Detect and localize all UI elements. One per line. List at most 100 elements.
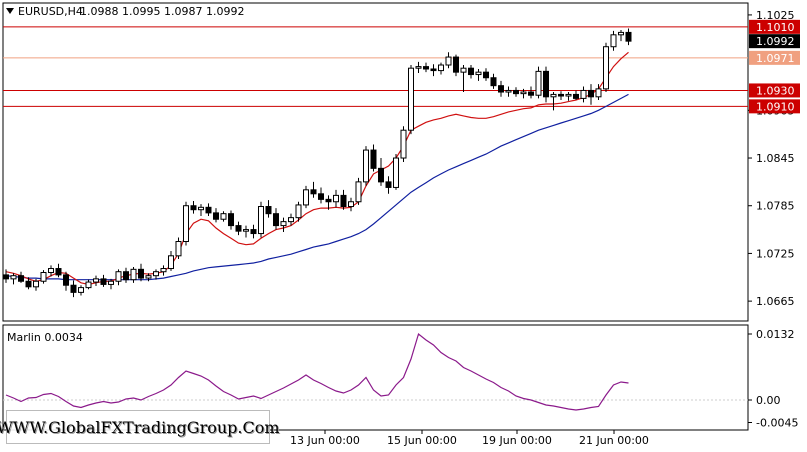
- ohlc-label: 1.0988 1.0995 1.0987 1.0992: [80, 5, 244, 18]
- candle: [280, 217, 287, 232]
- candle: [3, 269, 9, 283]
- candle: [610, 30, 617, 51]
- candle-body: [460, 67, 467, 73]
- candle-body: [333, 194, 339, 203]
- candle: [198, 204, 204, 217]
- candle-body: [610, 34, 617, 48]
- candle: [520, 88, 527, 99]
- candle: [528, 86, 534, 99]
- candle-body: [415, 66, 422, 69]
- time-tick-label: 21 Jun 00:00: [579, 434, 649, 447]
- candle-body: [363, 149, 369, 183]
- candle-body: [183, 205, 189, 243]
- candle-body: [543, 70, 549, 98]
- candle: [625, 28, 632, 46]
- candle: [430, 64, 437, 77]
- candle-body: [70, 284, 77, 293]
- candle: [10, 273, 17, 285]
- candle: [370, 144, 377, 172]
- level-price-tag: [749, 83, 800, 98]
- candle-body: [168, 255, 174, 270]
- candle-body: [408, 67, 414, 131]
- candle-body: [213, 212, 219, 220]
- candle-body: [370, 149, 377, 169]
- candle-body: [565, 93, 572, 97]
- candle: [505, 86, 512, 97]
- candle: [63, 271, 69, 291]
- candle: [235, 221, 242, 236]
- candle: [565, 92, 572, 101]
- candle-body: [198, 206, 204, 211]
- candle-body: [603, 46, 609, 90]
- candle-body: [295, 204, 302, 219]
- candle-body: [588, 89, 594, 98]
- candle: [325, 195, 332, 210]
- candle: [475, 68, 482, 81]
- candle: [460, 65, 467, 93]
- candle-body: [513, 89, 519, 95]
- candle-body: [558, 93, 564, 97]
- candle-body: [153, 271, 159, 277]
- time-tick-label: 13 Jun 00:00: [290, 434, 360, 447]
- candle: [288, 213, 294, 226]
- candle-body: [340, 194, 347, 208]
- candle: [303, 185, 309, 209]
- current-price-tag: [749, 34, 800, 49]
- candle: [408, 65, 414, 135]
- level-price-label: 1.0971: [756, 52, 795, 65]
- candle: [25, 277, 32, 290]
- candle: [93, 275, 99, 287]
- candle: [490, 73, 497, 89]
- candle: [108, 278, 114, 290]
- candle-body: [310, 189, 317, 195]
- candle-body: [85, 281, 92, 289]
- candle-body: [385, 181, 392, 188]
- price-axis: 1.10251.09051.08451.07851.07251.06650.01…: [748, 9, 800, 430]
- candle: [588, 84, 594, 105]
- candle: [175, 237, 182, 259]
- candle: [130, 266, 137, 283]
- candle: [550, 92, 557, 111]
- candle: [468, 65, 474, 79]
- candle-body: [108, 280, 114, 285]
- indicator-tick-label: 0.0132: [756, 328, 795, 341]
- candle-body: [580, 89, 587, 99]
- candle-body: [250, 229, 257, 235]
- ma-slow-line: [5, 93, 629, 281]
- candle: [400, 126, 407, 162]
- candle: [205, 203, 212, 217]
- price-tick-label: 1.0665: [756, 295, 795, 308]
- candle-body: [243, 229, 249, 232]
- candle-body: [55, 268, 62, 276]
- candle-body: [10, 275, 17, 280]
- candle-body: [318, 193, 324, 200]
- candle-body: [348, 201, 354, 208]
- indicator-tick-label: 0.00: [756, 394, 781, 407]
- candle-body: [445, 56, 452, 66]
- candle: [340, 189, 347, 210]
- candle: [115, 269, 122, 286]
- candle: [318, 187, 324, 204]
- candle-body: [303, 189, 309, 206]
- candle: [310, 181, 317, 198]
- collapse-triangle-icon[interactable]: [6, 8, 14, 14]
- candle: [385, 176, 392, 194]
- indicator-layer: [3, 332, 748, 411]
- candle: [558, 91, 564, 100]
- candle-body: [48, 268, 54, 274]
- candle-body: [160, 268, 167, 273]
- candle-body: [573, 93, 579, 99]
- candle-body: [280, 221, 287, 227]
- candle-body: [378, 167, 384, 183]
- candle: [295, 201, 302, 222]
- candle: [258, 201, 264, 238]
- candle: [70, 280, 77, 298]
- candle-body: [490, 77, 497, 87]
- candle: [18, 271, 24, 283]
- candle: [363, 146, 369, 186]
- candle: [445, 52, 452, 69]
- level-price-label: 1.0930: [756, 84, 795, 97]
- candle: [55, 263, 62, 278]
- candle-body: [235, 225, 242, 232]
- candle: [543, 66, 549, 103]
